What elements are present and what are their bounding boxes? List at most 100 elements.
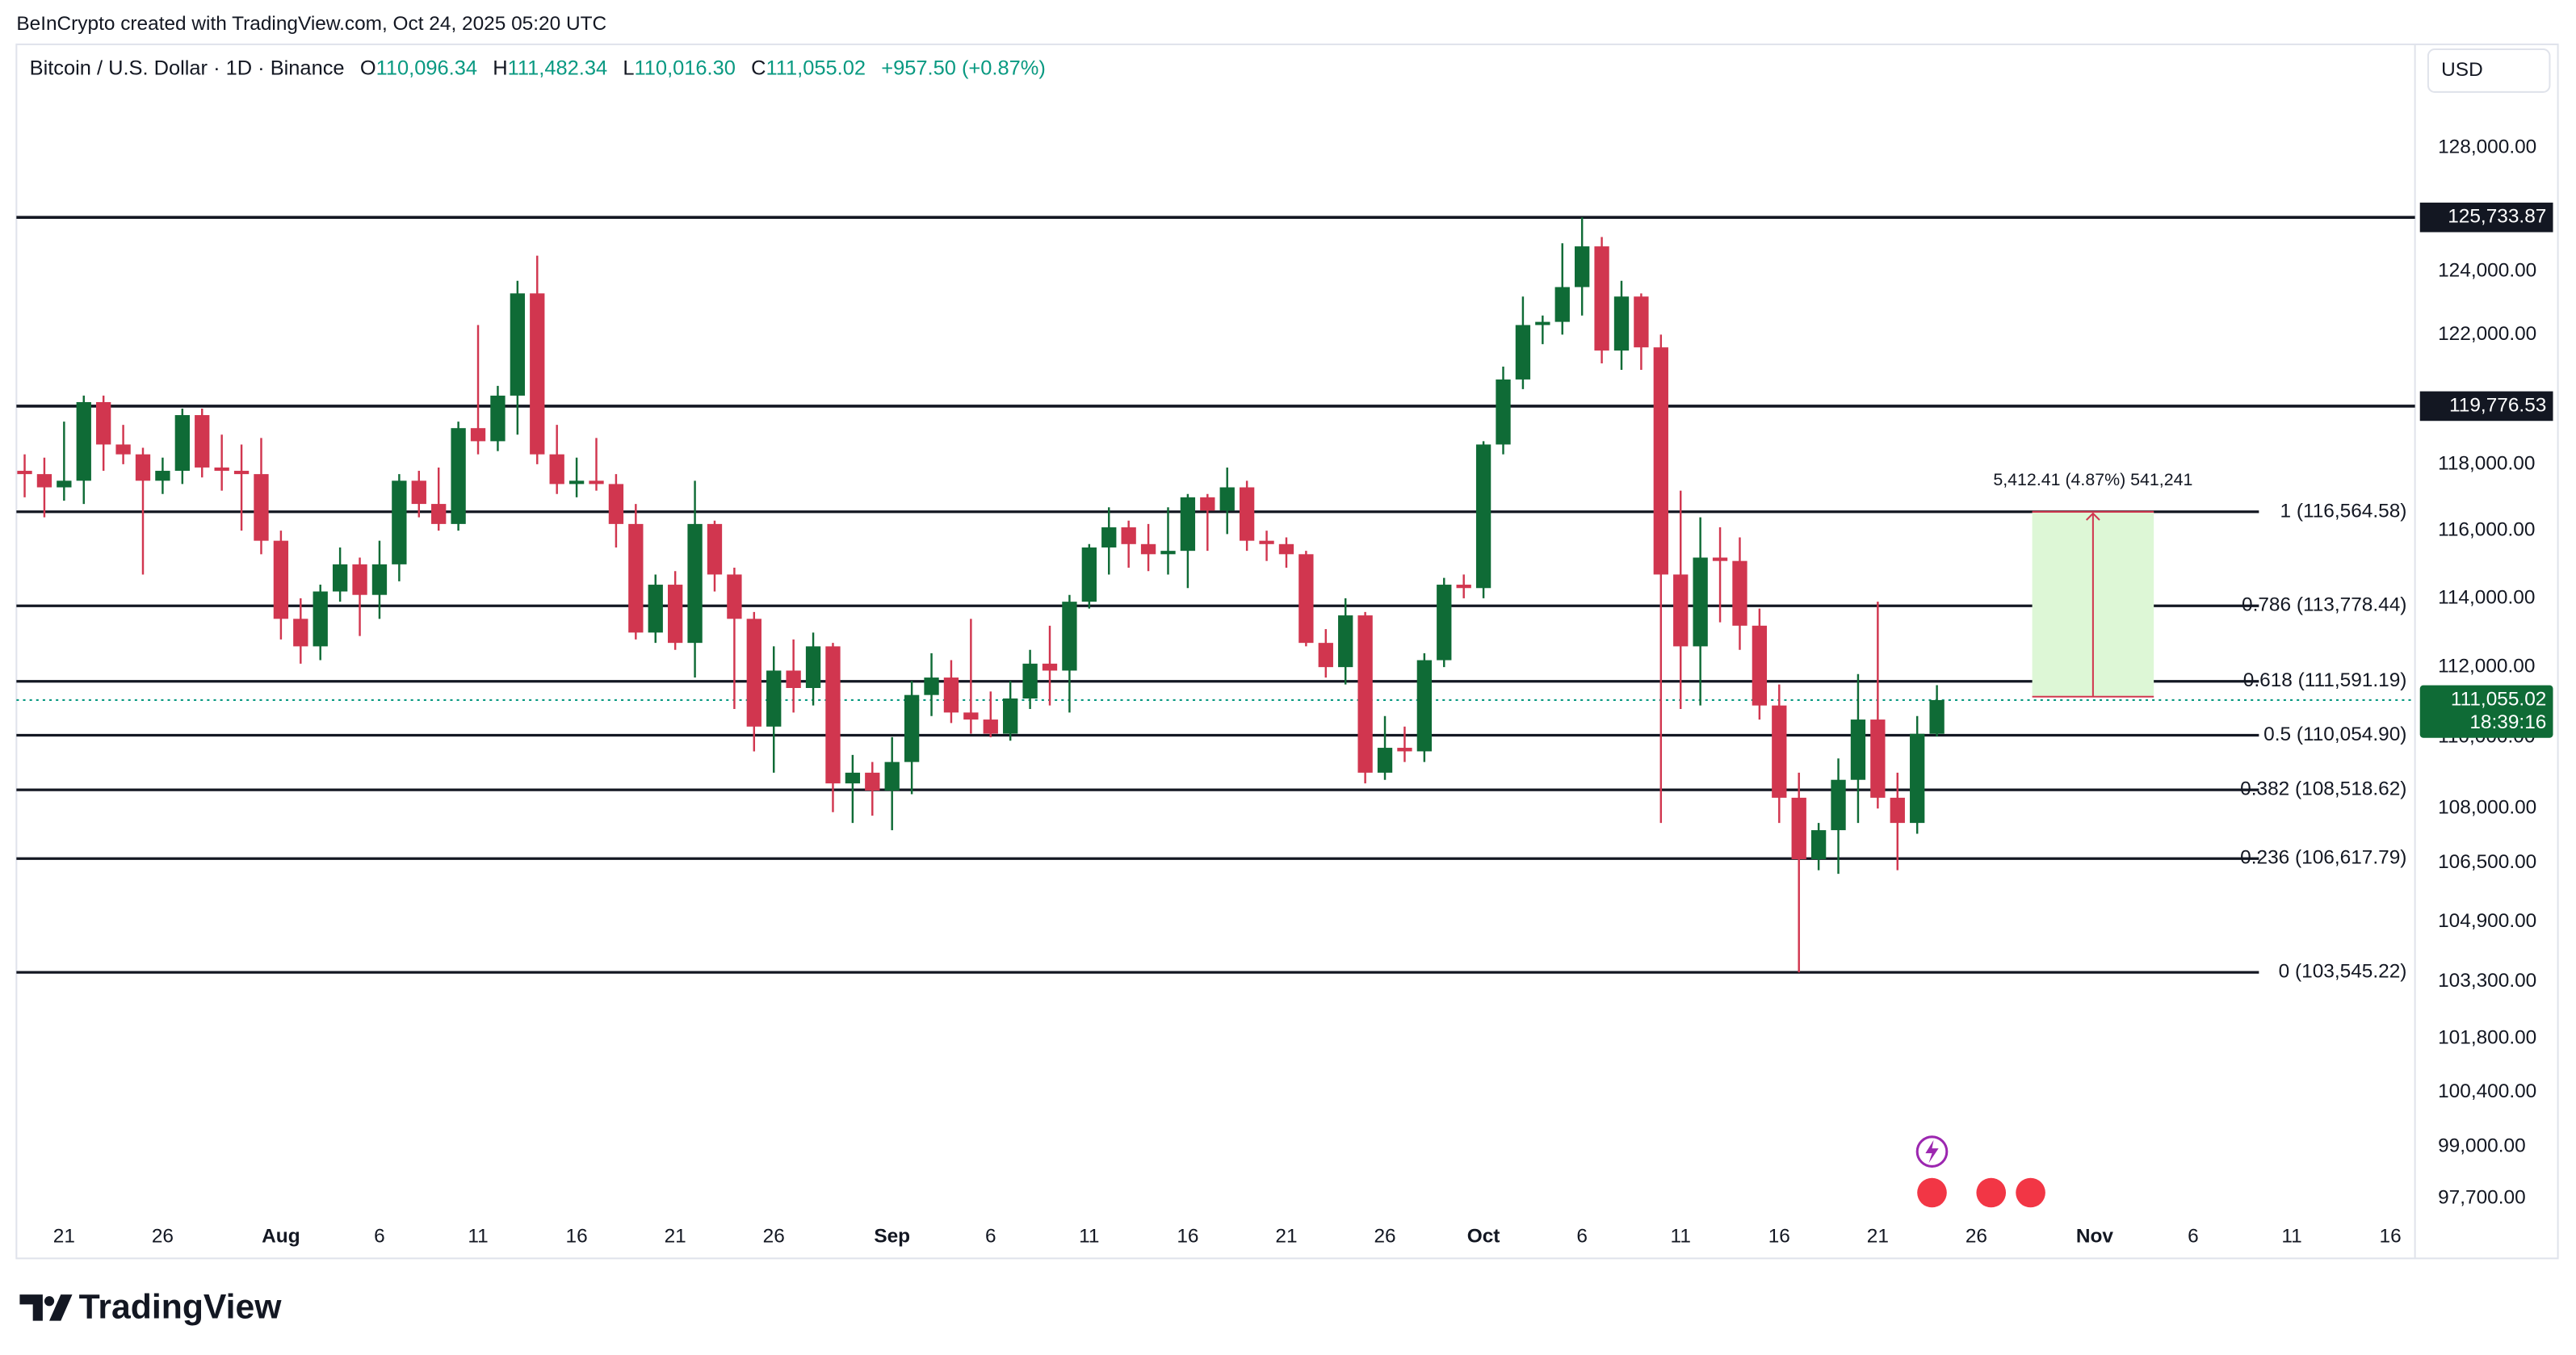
- x-tick-label: 16: [2380, 1225, 2402, 1247]
- candle-body: [1140, 543, 1156, 555]
- open-value: 110,096.34: [376, 57, 477, 79]
- brand-name: TradingView: [79, 1288, 283, 1327]
- brand-logo: TradingView: [19, 1288, 282, 1327]
- x-tick-label: 16: [1177, 1225, 1198, 1247]
- candle-body: [589, 480, 604, 485]
- candle-body: [845, 772, 861, 784]
- x-tick-label: 26: [763, 1225, 785, 1247]
- chart-frame: [15, 43, 2559, 1260]
- candle-body: [96, 401, 111, 445]
- x-tick-label: 11: [1079, 1225, 1099, 1247]
- x-tick-label: 16: [566, 1225, 588, 1247]
- candle-body: [1475, 444, 1491, 589]
- y-tick-label: 106,500.00: [2438, 851, 2536, 873]
- candle-body: [1515, 325, 1531, 380]
- event-icon: [1976, 1177, 2007, 1208]
- candle-body: [884, 761, 900, 791]
- candle-body: [1042, 663, 1058, 671]
- x-tick-label: 11: [2281, 1225, 2301, 1247]
- candle-body: [865, 772, 880, 791]
- candle-body: [1673, 574, 1689, 647]
- fib-label: 1 (116,564.58): [2280, 500, 2406, 522]
- fib-label: 0 (103,545.22): [2279, 961, 2407, 983]
- y-tick-label: 128,000.00: [2438, 136, 2536, 158]
- y-tick-label: 104,900.00: [2438, 910, 2536, 932]
- candle-body: [313, 591, 328, 647]
- close-value: 111,055.02: [766, 57, 866, 79]
- y-tick-label: 112,000.00: [2438, 656, 2535, 678]
- x-tick-label: 26: [1374, 1225, 1395, 1247]
- fib-label: 0.382 (108,518.62): [2240, 778, 2406, 800]
- candle-body: [1831, 779, 1846, 831]
- candle-body: [1712, 557, 1728, 561]
- x-tick-label: 21: [665, 1225, 686, 1247]
- candle-body: [1318, 643, 1333, 668]
- candle-body: [214, 467, 229, 472]
- y-tick-label: 108,000.00: [2438, 797, 2536, 819]
- candle-body: [254, 474, 269, 541]
- candle-body: [1772, 705, 1787, 798]
- candle-body: [1357, 615, 1373, 773]
- y-tick-label: 124,000.00: [2438, 260, 2536, 282]
- x-tick-label: Oct: [1467, 1225, 1500, 1247]
- event-icons: [1915, 1135, 2045, 1208]
- y-tick-label: 122,000.00: [2438, 323, 2536, 345]
- x-tick-label: 11: [1671, 1225, 1691, 1247]
- candle-body: [135, 454, 151, 481]
- candle-body: [57, 480, 72, 488]
- candle-body: [352, 564, 367, 595]
- candle-body: [490, 395, 506, 442]
- currency-button[interactable]: [2427, 48, 2551, 93]
- x-tick-label: 21: [53, 1225, 75, 1247]
- brand-dot: [44, 1296, 55, 1307]
- candle-body: [1003, 698, 1018, 734]
- candle-body: [1653, 347, 1668, 575]
- candle-body: [1259, 540, 1274, 544]
- candle-body: [568, 480, 585, 485]
- countdown-label: 18:39:16: [2469, 711, 2546, 733]
- x-tick-label: Nov: [2076, 1225, 2114, 1247]
- candle-body: [786, 670, 801, 689]
- candle-body: [1791, 797, 1806, 860]
- candle-body: [1929, 699, 1945, 734]
- candle-body: [451, 428, 466, 524]
- price-tag: [2419, 391, 2553, 422]
- candle-body: [1101, 527, 1117, 547]
- candle-body: [1594, 246, 1609, 351]
- x-tick-label: 11: [468, 1225, 488, 1247]
- x-tick-label: 6: [2188, 1225, 2199, 1247]
- price-tag-label: 119,776.53: [2449, 394, 2546, 416]
- candle-body: [530, 293, 545, 455]
- candle-body: [1870, 719, 1886, 798]
- candle-body: [608, 484, 624, 524]
- x-tick-label: Sep: [874, 1225, 910, 1247]
- price-tag: [2419, 202, 2553, 233]
- x-tick-label: 26: [152, 1225, 174, 1247]
- candle-body: [174, 415, 190, 472]
- candle-body: [1535, 321, 1550, 325]
- candle-body: [36, 474, 52, 488]
- candle-body: [392, 480, 407, 564]
- event-bolt: [1925, 1139, 1939, 1164]
- candle-body: [1496, 379, 1511, 445]
- credit: BeInCrypto created with TradingView.com,…: [16, 13, 606, 35]
- x-tick-label: 6: [1576, 1225, 1588, 1247]
- candle-body: [943, 678, 959, 713]
- candle-body: [76, 401, 91, 481]
- y-tick-label: 116,000.00: [2438, 519, 2535, 541]
- candle-body: [1613, 296, 1630, 351]
- candle-body: [1397, 748, 1412, 752]
- change-value: +957.50 (+0.87%): [881, 57, 1046, 79]
- candle-body: [1810, 830, 1827, 860]
- chart-header: Bitcoin / U.S. Dollar · 1D · Binance O11…: [30, 57, 1046, 79]
- candle-body: [1081, 547, 1097, 602]
- fib-label: 0.5 (110,054.90): [2263, 724, 2406, 745]
- low-value: 110,016.30: [635, 57, 736, 79]
- event-icon: [1917, 1177, 1947, 1208]
- candle-body: [1890, 797, 1905, 824]
- candle-body: [1200, 497, 1215, 511]
- x-tick-label: Aug: [262, 1225, 300, 1247]
- candle-body: [371, 564, 388, 595]
